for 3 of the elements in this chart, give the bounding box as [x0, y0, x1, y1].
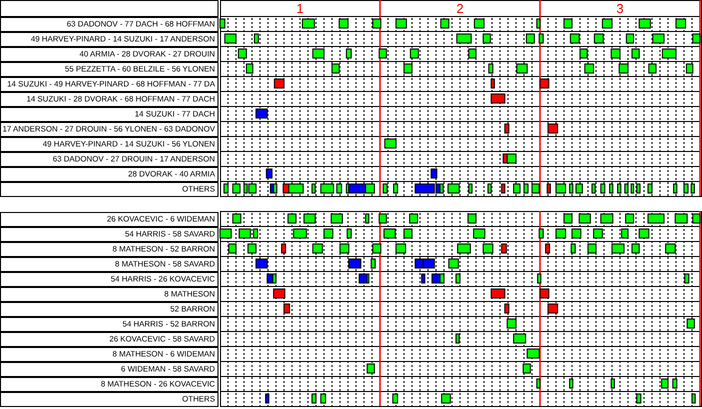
- x-tick-label: 3: [616, 1, 624, 16]
- x-tick-label: 2: [456, 1, 464, 16]
- x-tick-label: 1: [296, 1, 304, 16]
